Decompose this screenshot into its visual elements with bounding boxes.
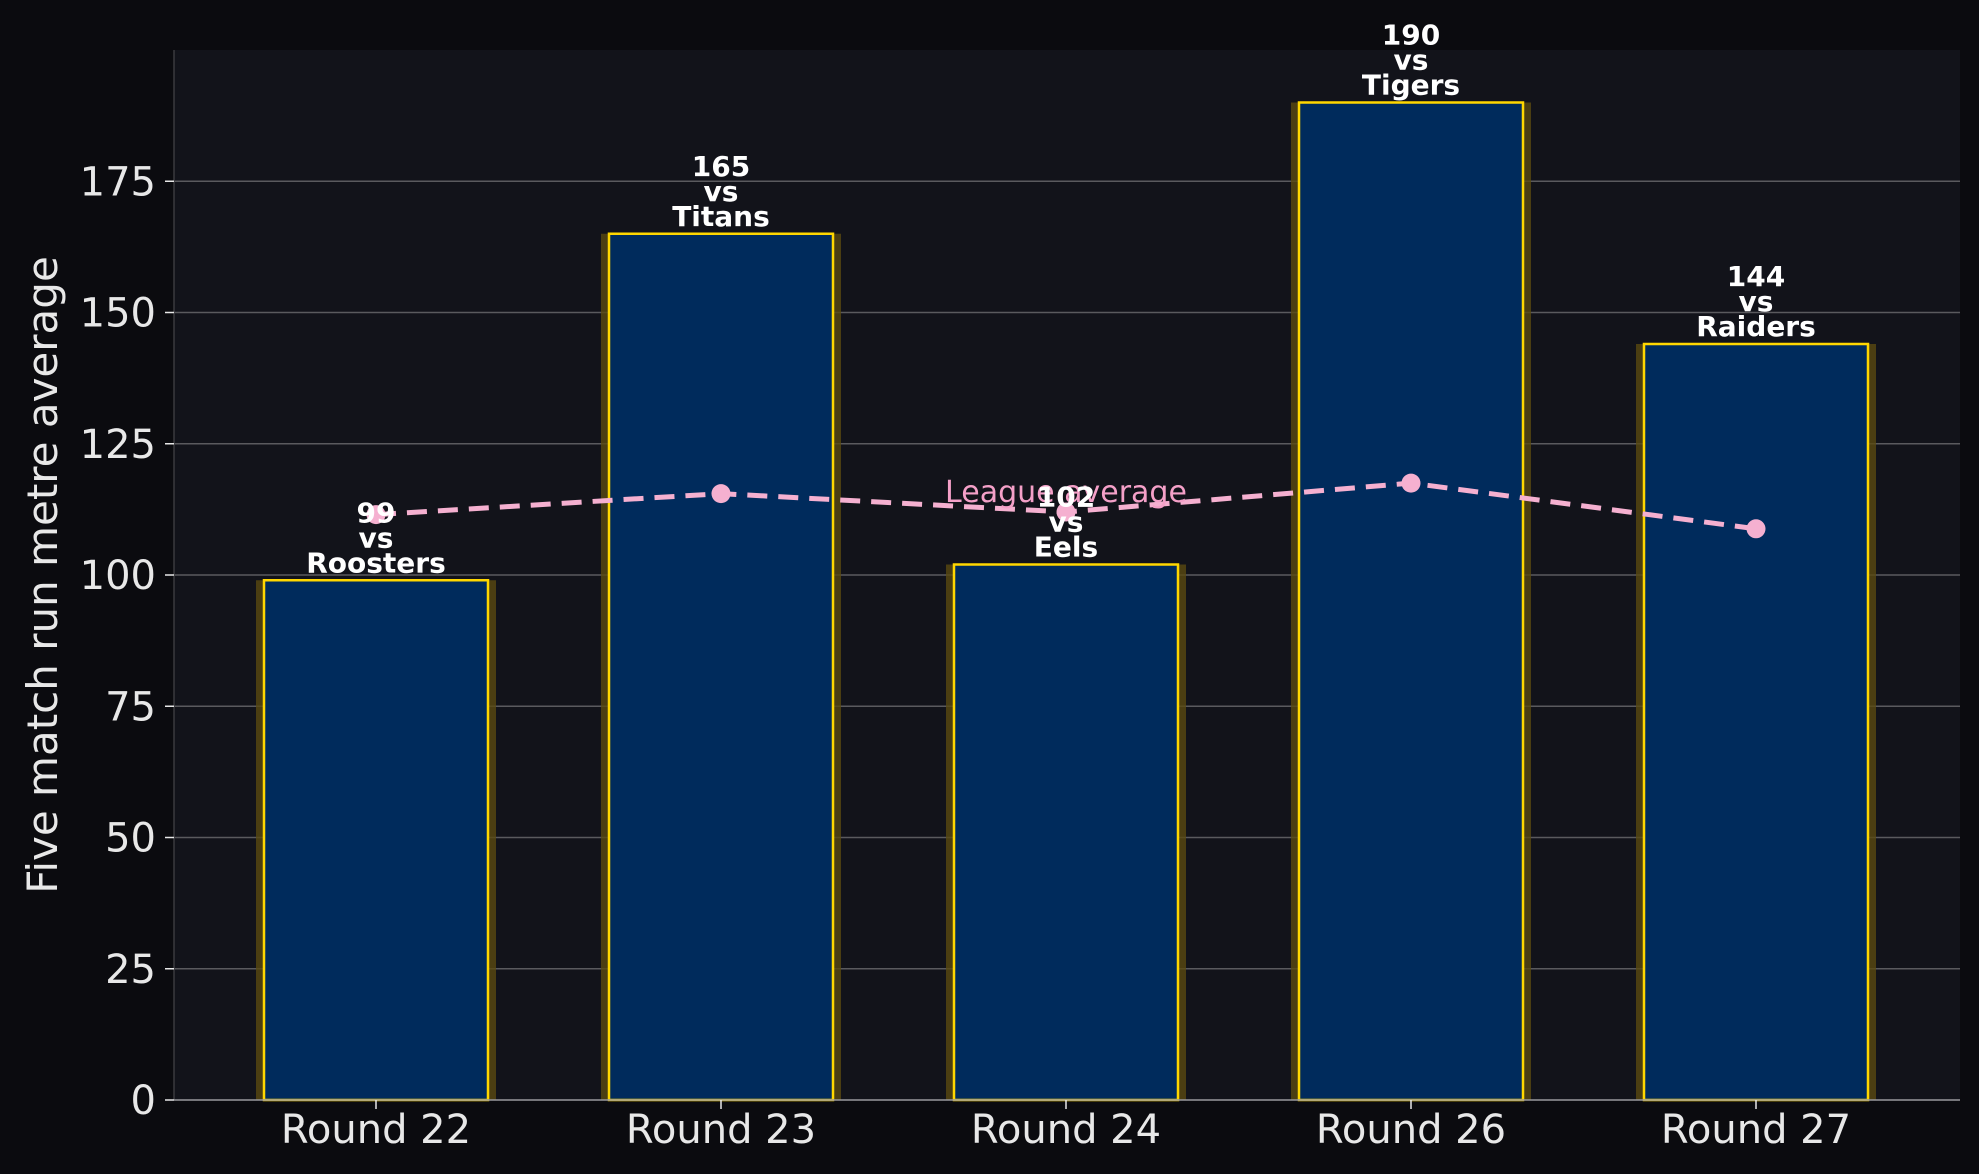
y-axis-label: Five match run metre average xyxy=(18,256,67,894)
bars xyxy=(256,101,1876,1102)
bar-vs-label: vs xyxy=(704,175,739,208)
league-average-point xyxy=(366,505,386,525)
bar-opponent-label: Tigers xyxy=(1362,69,1460,102)
y-tick-label: 175 xyxy=(80,159,156,205)
y-tick-label: 25 xyxy=(105,947,156,993)
bar-round-22 xyxy=(262,579,490,1102)
bar-round-27 xyxy=(1642,342,1870,1102)
y-tick-label: 100 xyxy=(80,553,156,599)
bar-opponent-label: Titans xyxy=(672,200,770,233)
league-average-point xyxy=(1746,519,1766,539)
league-average-point xyxy=(1401,473,1421,493)
bar-opponent-label: Eels xyxy=(1034,531,1098,564)
league-average-label: League average xyxy=(945,475,1187,510)
bar-opponent-label: Raiders xyxy=(1696,310,1816,343)
y-tick-label: 75 xyxy=(105,684,156,730)
bar-vs-label: vs xyxy=(1049,506,1084,539)
league-average-point xyxy=(1056,502,1076,522)
bar-vs-label: vs xyxy=(359,521,394,554)
x-tick-label: Round 23 xyxy=(626,1107,816,1153)
bar-opponent-label: Roosters xyxy=(306,546,446,579)
bar-round-23 xyxy=(607,232,835,1102)
league-average-series: League average xyxy=(366,473,1766,539)
x-tick-label: Round 24 xyxy=(971,1107,1161,1153)
x-tick-label: Round 26 xyxy=(1316,1107,1506,1153)
bar-round-26 xyxy=(1297,101,1525,1102)
y-tick-label: 0 xyxy=(131,1078,156,1124)
y-tick-label: 125 xyxy=(80,422,156,468)
bar-vs-label: vs xyxy=(1394,44,1429,77)
bar-round-24 xyxy=(952,563,1180,1102)
bar-value-label: 165 xyxy=(692,150,750,183)
bar-value-label: 190 xyxy=(1382,19,1440,52)
axes: 0 25 50 75 100 125 150 175 Round 22 Round 23 Round… xyxy=(80,50,1960,1153)
bar-value-label: 144 xyxy=(1727,260,1785,293)
bar-value-label: 99 xyxy=(357,496,396,529)
league-average-point xyxy=(711,484,731,504)
bar-labels: 99vsRoosters165vsTitans102vsEels190vsTig… xyxy=(306,19,1816,580)
x-tick-label: Round 22 xyxy=(281,1107,471,1153)
y-tick-label: 150 xyxy=(80,291,156,337)
bar-vs-label: vs xyxy=(1739,285,1774,318)
bar-value-label: 102 xyxy=(1037,481,1095,514)
y-tick-label: 50 xyxy=(105,816,156,862)
x-tick-label: Round 27 xyxy=(1661,1107,1851,1153)
